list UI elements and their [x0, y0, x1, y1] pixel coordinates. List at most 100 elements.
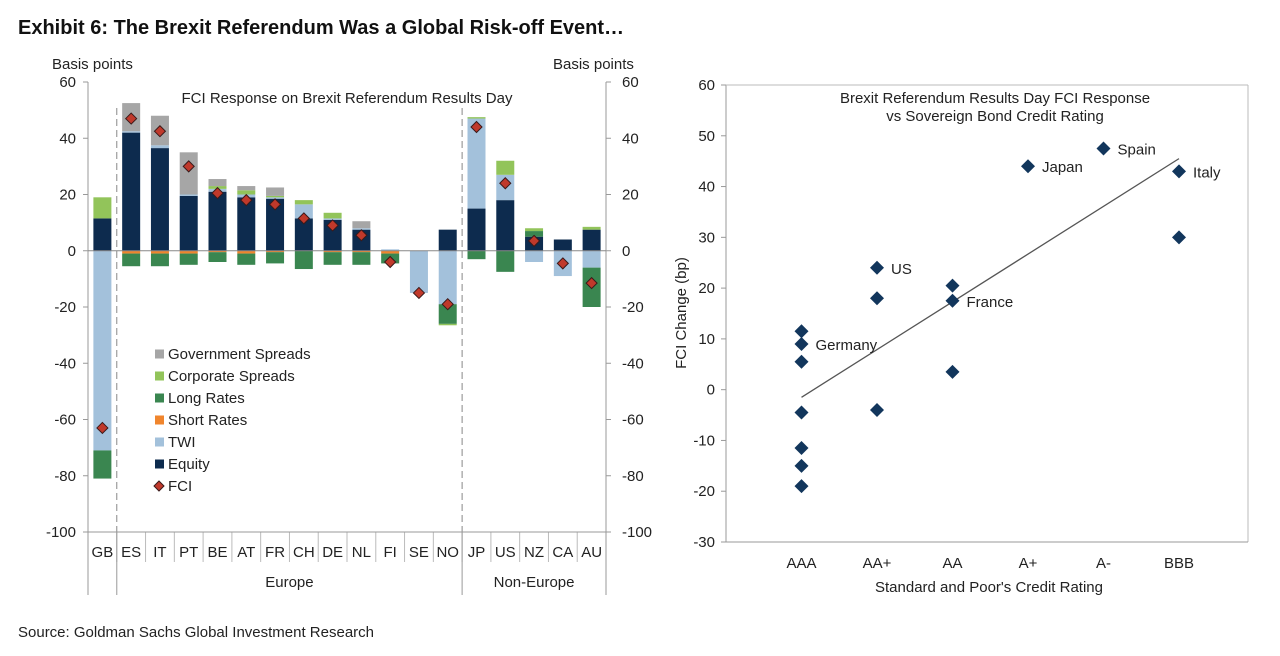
point-label-france: France: [967, 294, 1014, 311]
bar-long-pt: [179, 253, 198, 265]
bar-corporate-jp: [467, 117, 486, 119]
point-label-italy: Italy: [1193, 164, 1221, 181]
fci-marker-gb: [96, 421, 109, 435]
scatter-point: [794, 336, 809, 351]
x-tick-label: A+: [1019, 555, 1038, 572]
bar-long-fr: [266, 252, 285, 264]
y-tick-label-left: -20: [54, 299, 76, 316]
legend-label: Corporate Spreads: [168, 368, 295, 385]
x-tick-label: AA+: [863, 555, 892, 572]
bar-government-fr: [266, 187, 285, 196]
y-axis-label-left: Basis points: [52, 56, 133, 73]
bar-corporate-no: [438, 323, 457, 326]
scatter-point: [870, 291, 884, 306]
fci-marker-ca: [556, 257, 570, 270]
y-tick-label-right: 40: [622, 130, 639, 147]
y-tick-label: 20: [698, 280, 715, 297]
legend-label: Short Rates: [168, 412, 247, 429]
bar-twi-nz: [525, 250, 544, 262]
legend-swatch-corporate: [155, 371, 164, 381]
fci-marker-au: [585, 276, 598, 290]
bar-corporate-at: [237, 190, 256, 195]
fci-vs-rating-scatter: 60 50 40 30 20 10 0 -10 -20 -30 AAA AA+ AA A+ A- BBB Sta…: [673, 77, 1249, 596]
scatter-point: [1172, 164, 1186, 179]
scatter-point: [794, 479, 809, 494]
bar-equity-au: [582, 229, 601, 251]
x-tick-label: FR: [265, 544, 285, 561]
bar-equity-gb: [93, 218, 112, 251]
x-tick-label: AU: [581, 544, 602, 561]
y-tick-label-left: -40: [54, 355, 76, 372]
y-tick-label: 40: [698, 179, 715, 196]
x-tick-label: BE: [207, 544, 227, 561]
bar-government-be: [208, 179, 227, 187]
y-tick-label-right: 0: [622, 243, 630, 260]
fci-marker-fr: [268, 198, 282, 211]
y-tick-label-right: -80: [622, 468, 644, 485]
bar-twi-fr: [266, 197, 285, 199]
x-tick-label: DE: [322, 544, 343, 561]
bar-twi-no: [438, 250, 457, 305]
bar-corporate-de: [323, 212, 342, 219]
scatter-point: [945, 293, 960, 308]
y-tick-label: 0: [707, 382, 715, 399]
x-tick-label: SE: [409, 544, 429, 561]
source-note: Source: Goldman Sachs Global Investment …: [18, 624, 374, 641]
x-tick-label: PT: [179, 544, 198, 561]
fci-marker-nl: [355, 229, 368, 242]
y-tick-label: -10: [693, 432, 715, 449]
bar-long-no: [438, 304, 457, 324]
x-tick-label: GB: [92, 544, 114, 561]
bar-short-it: [150, 250, 169, 254]
y-tick-label-left: -60: [54, 412, 76, 429]
legend-swatch-short: [155, 415, 164, 425]
bar-twi-ch: [294, 204, 313, 219]
bar-corporate-us: [496, 160, 515, 175]
bar-government-nl: [352, 221, 371, 229]
fci-marker-nz: [527, 234, 541, 248]
bar-equity-ca: [553, 239, 572, 251]
y-axis-label: FCI Change (bp): [673, 257, 690, 369]
x-tick-label: NL: [352, 544, 371, 561]
y-tick-label: 50: [698, 128, 715, 145]
scatter-point: [945, 278, 960, 293]
y-tick-label: -30: [693, 534, 715, 551]
y-tick-label-left: 20: [59, 187, 76, 204]
x-tick-label: AT: [237, 544, 255, 561]
fci-marker-es: [124, 112, 138, 125]
bar-long-at: [237, 253, 256, 265]
y-tick-label-right: -60: [622, 412, 644, 429]
bar-equity-us: [496, 200, 515, 251]
x-tick-label: CH: [293, 544, 315, 561]
legend-swatch-equity: [155, 459, 164, 469]
bar-equity-no: [438, 229, 457, 251]
bar-short-fi: [381, 250, 400, 254]
scatter-point: [1172, 230, 1186, 245]
y-tick-label-right: -40: [622, 355, 644, 372]
fci-marker-se: [412, 286, 426, 300]
x-tick-label: AA: [942, 555, 962, 572]
legend-label: Long Rates: [168, 390, 245, 407]
fci-marker-fi: [383, 255, 397, 269]
bar-long-nl: [352, 252, 371, 265]
point-label-us: US: [891, 261, 912, 278]
scatter-point: [945, 364, 960, 379]
bar-long-it: [150, 253, 169, 267]
x-tick-label: A-: [1096, 555, 1111, 572]
bar-twi-fi: [381, 249, 400, 251]
point-label-japan: Japan: [1042, 159, 1083, 176]
x-tick-label: IT: [153, 544, 166, 561]
y-tick-label-left: 0: [68, 243, 76, 260]
scatter-point: [794, 354, 809, 369]
bar-twi-au: [582, 250, 601, 268]
legend-marker-fci: [153, 480, 165, 492]
chart-title-line: vs Sovereign Bond Credit Rating: [886, 108, 1104, 125]
bar-equity-be: [208, 191, 227, 251]
y-tick-label-right: 60: [622, 74, 639, 91]
bar-equity-es: [122, 132, 141, 251]
x-tick-label: NZ: [524, 544, 544, 561]
bar-short-de: [323, 250, 342, 253]
bar-short-be: [208, 250, 227, 253]
y-tick-label: -20: [693, 483, 715, 500]
